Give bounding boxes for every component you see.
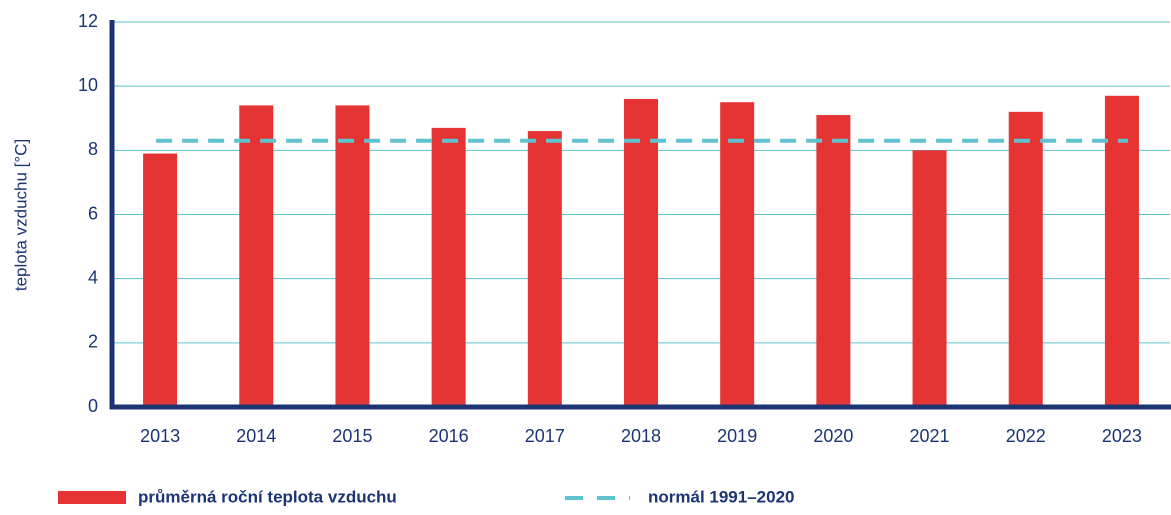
legend-label: normál 1991–2020 (648, 487, 795, 506)
bar (912, 150, 947, 408)
bar (816, 115, 851, 408)
bar (335, 105, 370, 408)
y-tick-label: 10 (78, 75, 98, 95)
x-tick-label: 2018 (621, 426, 661, 446)
x-tick-label: 2014 (236, 426, 276, 446)
x-tick-label: 2017 (525, 426, 565, 446)
x-tick-label: 2019 (717, 426, 757, 446)
bar (527, 131, 562, 408)
legend-swatch (58, 491, 126, 504)
bar (239, 105, 274, 408)
bar (1104, 95, 1139, 408)
x-tick-label: 2020 (813, 426, 853, 446)
x-tick-label: 2023 (1102, 426, 1142, 446)
y-tick-label: 6 (88, 203, 98, 223)
bar (720, 102, 755, 407)
bar (1008, 111, 1043, 407)
y-tick-label: 2 (88, 332, 98, 352)
y-tick-label: 4 (88, 267, 98, 287)
x-tick-label: 2013 (140, 426, 180, 446)
bar (624, 99, 658, 407)
y-axis-label: teplota vzduchu [°C] (11, 139, 30, 291)
x-tick-label: 2022 (1006, 426, 1046, 446)
x-tick-label: 2016 (429, 426, 469, 446)
bar (431, 127, 466, 407)
x-tick-label: 2021 (910, 426, 950, 446)
x-tick-label: 2015 (332, 426, 372, 446)
y-tick-label: 0 (88, 396, 98, 416)
y-tick-label: 12 (78, 11, 98, 31)
legend-label: průměrná roční teplota vzduchu (138, 487, 397, 506)
bar (143, 153, 178, 407)
y-tick-label: 8 (88, 139, 98, 159)
